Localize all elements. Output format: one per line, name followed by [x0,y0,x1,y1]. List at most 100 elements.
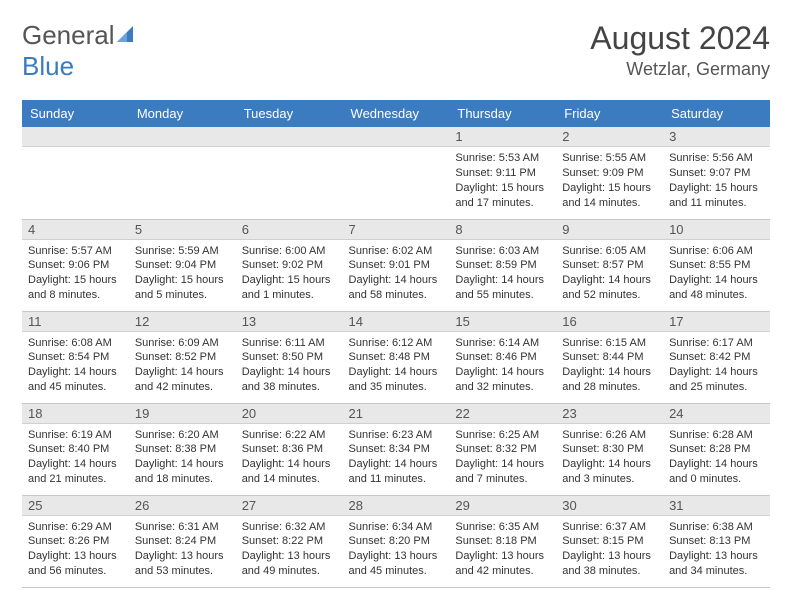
title-block: August 2024 Wetzlar, Germany [590,20,770,80]
month-title: August 2024 [590,20,770,57]
calendar-cell: 14Sunrise: 6:12 AMSunset: 8:48 PMDayligh… [343,311,450,403]
day-content: Sunrise: 5:57 AMSunset: 9:06 PMDaylight:… [22,240,129,307]
calendar-cell: 20Sunrise: 6:22 AMSunset: 8:36 PMDayligh… [236,403,343,495]
day-number [22,127,129,147]
calendar-cell: 17Sunrise: 6:17 AMSunset: 8:42 PMDayligh… [663,311,770,403]
calendar-cell: 24Sunrise: 6:28 AMSunset: 8:28 PMDayligh… [663,403,770,495]
calendar-cell: 12Sunrise: 6:09 AMSunset: 8:52 PMDayligh… [129,311,236,403]
weekday-header-row: SundayMondayTuesdayWednesdayThursdayFrid… [22,100,770,127]
calendar-cell [129,127,236,219]
day-content: Sunrise: 6:37 AMSunset: 8:15 PMDaylight:… [556,516,663,583]
calendar-cell [22,127,129,219]
day-content: Sunrise: 6:32 AMSunset: 8:22 PMDaylight:… [236,516,343,583]
day-number: 5 [129,220,236,240]
calendar-cell: 6Sunrise: 6:00 AMSunset: 9:02 PMDaylight… [236,219,343,311]
header: GeneralBlue August 2024 Wetzlar, Germany [22,20,770,82]
calendar-cell: 16Sunrise: 6:15 AMSunset: 8:44 PMDayligh… [556,311,663,403]
calendar-cell: 23Sunrise: 6:26 AMSunset: 8:30 PMDayligh… [556,403,663,495]
day-number: 31 [663,496,770,516]
day-number: 28 [343,496,450,516]
day-content: Sunrise: 6:00 AMSunset: 9:02 PMDaylight:… [236,240,343,307]
calendar-cell: 9Sunrise: 6:05 AMSunset: 8:57 PMDaylight… [556,219,663,311]
day-number: 14 [343,312,450,332]
calendar-cell: 15Sunrise: 6:14 AMSunset: 8:46 PMDayligh… [449,311,556,403]
day-content: Sunrise: 6:25 AMSunset: 8:32 PMDaylight:… [449,424,556,491]
day-number: 16 [556,312,663,332]
day-number: 17 [663,312,770,332]
day-content: Sunrise: 5:59 AMSunset: 9:04 PMDaylight:… [129,240,236,307]
calendar-cell [236,127,343,219]
day-content: Sunrise: 6:29 AMSunset: 8:26 PMDaylight:… [22,516,129,583]
calendar-week-row: 25Sunrise: 6:29 AMSunset: 8:26 PMDayligh… [22,495,770,587]
calendar-cell: 26Sunrise: 6:31 AMSunset: 8:24 PMDayligh… [129,495,236,587]
day-number: 12 [129,312,236,332]
day-number: 22 [449,404,556,424]
logo-text-1: General [22,20,115,50]
day-content: Sunrise: 6:34 AMSunset: 8:20 PMDaylight:… [343,516,450,583]
calendar-cell: 21Sunrise: 6:23 AMSunset: 8:34 PMDayligh… [343,403,450,495]
day-number: 23 [556,404,663,424]
day-content: Sunrise: 6:12 AMSunset: 8:48 PMDaylight:… [343,332,450,399]
day-number: 8 [449,220,556,240]
calendar-cell: 13Sunrise: 6:11 AMSunset: 8:50 PMDayligh… [236,311,343,403]
day-number: 13 [236,312,343,332]
day-content: Sunrise: 6:35 AMSunset: 8:18 PMDaylight:… [449,516,556,583]
day-content: Sunrise: 5:53 AMSunset: 9:11 PMDaylight:… [449,147,556,214]
calendar-cell: 2Sunrise: 5:55 AMSunset: 9:09 PMDaylight… [556,127,663,219]
day-number: 24 [663,404,770,424]
weekday-header: Wednesday [343,100,450,127]
day-content: Sunrise: 6:28 AMSunset: 8:28 PMDaylight:… [663,424,770,491]
calendar-week-row: 1Sunrise: 5:53 AMSunset: 9:11 PMDaylight… [22,127,770,219]
calendar-cell: 19Sunrise: 6:20 AMSunset: 8:38 PMDayligh… [129,403,236,495]
day-number: 10 [663,220,770,240]
calendar-cell: 8Sunrise: 6:03 AMSunset: 8:59 PMDaylight… [449,219,556,311]
day-content: Sunrise: 6:31 AMSunset: 8:24 PMDaylight:… [129,516,236,583]
day-number: 11 [22,312,129,332]
day-content: Sunrise: 6:11 AMSunset: 8:50 PMDaylight:… [236,332,343,399]
calendar-week-row: 4Sunrise: 5:57 AMSunset: 9:06 PMDaylight… [22,219,770,311]
day-number: 15 [449,312,556,332]
location: Wetzlar, Germany [590,59,770,80]
day-number: 30 [556,496,663,516]
calendar-cell: 31Sunrise: 6:38 AMSunset: 8:13 PMDayligh… [663,495,770,587]
weekday-header: Saturday [663,100,770,127]
weekday-header: Sunday [22,100,129,127]
day-content: Sunrise: 6:17 AMSunset: 8:42 PMDaylight:… [663,332,770,399]
day-number: 18 [22,404,129,424]
logo-sail-icon [115,20,139,40]
weekday-header: Friday [556,100,663,127]
day-number: 19 [129,404,236,424]
calendar-cell: 25Sunrise: 6:29 AMSunset: 8:26 PMDayligh… [22,495,129,587]
day-content: Sunrise: 6:05 AMSunset: 8:57 PMDaylight:… [556,240,663,307]
day-number: 7 [343,220,450,240]
day-number: 2 [556,127,663,147]
day-content: Sunrise: 6:14 AMSunset: 8:46 PMDaylight:… [449,332,556,399]
day-content: Sunrise: 6:20 AMSunset: 8:38 PMDaylight:… [129,424,236,491]
calendar-cell: 1Sunrise: 5:53 AMSunset: 9:11 PMDaylight… [449,127,556,219]
day-content: Sunrise: 6:19 AMSunset: 8:40 PMDaylight:… [22,424,129,491]
day-content: Sunrise: 6:26 AMSunset: 8:30 PMDaylight:… [556,424,663,491]
calendar-cell: 11Sunrise: 6:08 AMSunset: 8:54 PMDayligh… [22,311,129,403]
calendar-week-row: 18Sunrise: 6:19 AMSunset: 8:40 PMDayligh… [22,403,770,495]
calendar-cell: 28Sunrise: 6:34 AMSunset: 8:20 PMDayligh… [343,495,450,587]
weekday-header: Monday [129,100,236,127]
calendar-cell: 5Sunrise: 5:59 AMSunset: 9:04 PMDaylight… [129,219,236,311]
day-number: 29 [449,496,556,516]
day-number: 6 [236,220,343,240]
logo: GeneralBlue [22,20,139,82]
day-content: Sunrise: 5:55 AMSunset: 9:09 PMDaylight:… [556,147,663,214]
day-content: Sunrise: 6:06 AMSunset: 8:55 PMDaylight:… [663,240,770,307]
weekday-header: Thursday [449,100,556,127]
calendar-cell: 10Sunrise: 6:06 AMSunset: 8:55 PMDayligh… [663,219,770,311]
day-content: Sunrise: 6:22 AMSunset: 8:36 PMDaylight:… [236,424,343,491]
calendar-week-row: 11Sunrise: 6:08 AMSunset: 8:54 PMDayligh… [22,311,770,403]
calendar-table: SundayMondayTuesdayWednesdayThursdayFrid… [22,100,770,588]
day-number: 26 [129,496,236,516]
weekday-header: Tuesday [236,100,343,127]
calendar-cell: 27Sunrise: 6:32 AMSunset: 8:22 PMDayligh… [236,495,343,587]
day-number: 3 [663,127,770,147]
calendar-cell: 3Sunrise: 5:56 AMSunset: 9:07 PMDaylight… [663,127,770,219]
day-number: 25 [22,496,129,516]
day-number [236,127,343,147]
logo-text: GeneralBlue [22,20,139,82]
